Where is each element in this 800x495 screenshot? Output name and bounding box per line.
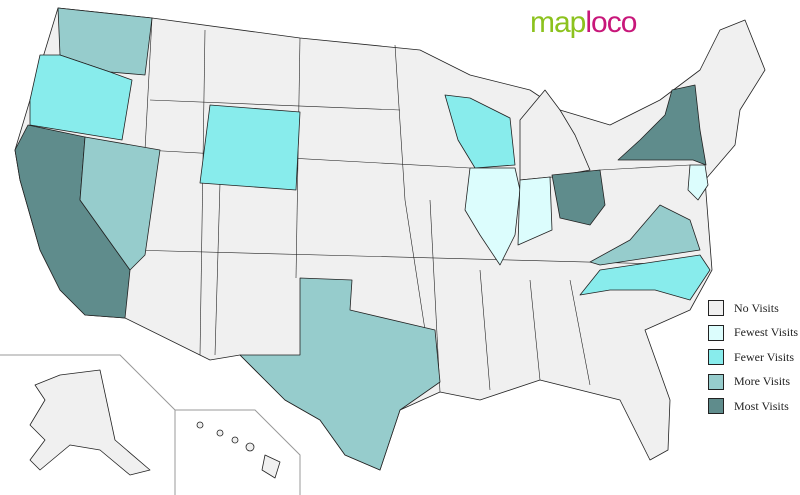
state-north-carolina[interactable]: North Carolina xyxy=(579,254,711,301)
legend: No Visits Fewest Visits Fewer Visits More V… xyxy=(708,296,798,419)
state-new-jersey[interactable]: New Jersey xyxy=(687,164,709,201)
legend-swatch xyxy=(708,373,724,390)
state-borders xyxy=(129,17,701,393)
state-nevada[interactable]: Nevada xyxy=(79,136,161,271)
state-texas[interactable]: Texas xyxy=(239,277,441,471)
inset-borders xyxy=(0,354,301,495)
state-illinois[interactable]: Illinois xyxy=(464,167,521,266)
state-wisconsin[interactable]: Wisconsin xyxy=(444,94,516,169)
state-washington[interactable]: Washington xyxy=(57,7,153,76)
legend-item: No Visits xyxy=(708,296,798,321)
state-indiana[interactable]: Indiana xyxy=(517,176,553,246)
hawaii xyxy=(196,421,281,479)
legend-label: Fewest Visits xyxy=(734,325,799,340)
legend-swatch xyxy=(708,349,724,366)
legend-label: Fewer Visits xyxy=(734,349,795,364)
legend-item: Most Visits xyxy=(708,394,798,419)
state-new-york[interactable]: New York xyxy=(617,84,707,166)
us-outline xyxy=(14,7,766,471)
state-oregon[interactable]: Oregon xyxy=(29,54,133,141)
legend-swatch xyxy=(708,324,724,341)
legend-label: No Visits xyxy=(734,300,779,315)
state-wyoming[interactable]: Wyoming xyxy=(199,104,301,191)
maploco-logo: maploco xyxy=(530,6,637,39)
state-virginia[interactable]: Virginia xyxy=(589,204,701,266)
state-ohio[interactable]: Ohio xyxy=(551,169,606,226)
legend-item: Fewer Visits xyxy=(708,345,798,370)
legend-item: More Visits xyxy=(708,370,798,395)
legend-swatch xyxy=(708,300,724,317)
legend-label: Most Visits xyxy=(734,398,789,413)
alaska xyxy=(29,369,151,476)
legend-label: More Visits xyxy=(734,374,791,389)
legend-item: Fewest Visits xyxy=(708,321,798,346)
legend-swatch xyxy=(708,398,724,415)
